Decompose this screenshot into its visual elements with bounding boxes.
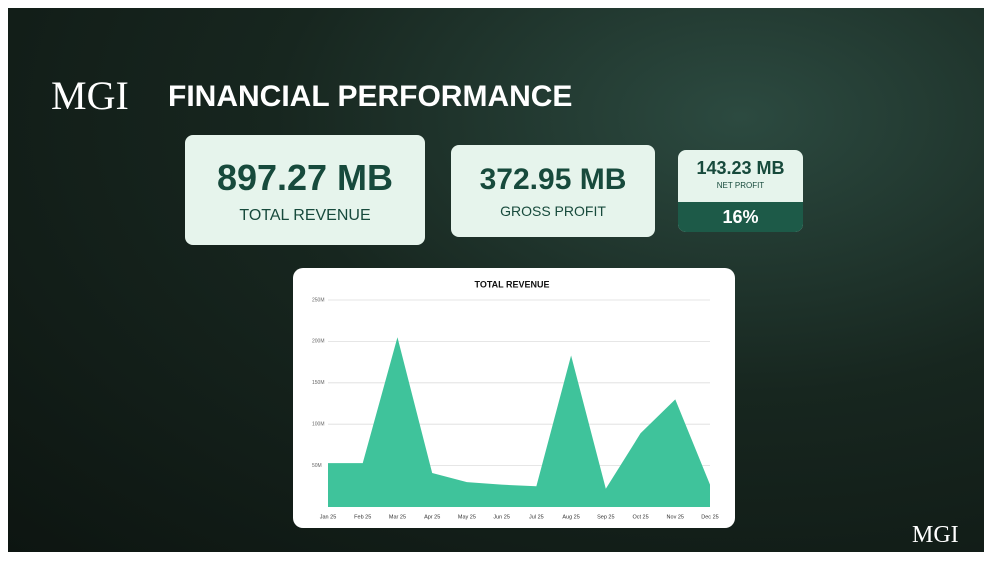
kpi-margin: 16%: [678, 202, 803, 232]
y-tick-label: 150M: [312, 380, 325, 386]
kpi-value: 143.23 MB: [696, 158, 785, 178]
kpi-value: 372.95 MB: [479, 163, 627, 196]
x-tick-label: Sep 25: [597, 514, 614, 520]
x-tick-label: Dec 25: [701, 514, 718, 520]
x-tick-label: Jun 25: [493, 514, 510, 520]
y-tick-label: 50M: [312, 463, 322, 469]
x-tick-label: Nov 25: [667, 514, 684, 520]
kpi-card: 372.95 MB GROSS PROFIT: [451, 145, 655, 237]
x-tick-label: Jan 25: [320, 514, 337, 520]
y-tick-label: 250M: [312, 297, 325, 303]
x-tick-label: Oct 25: [632, 514, 648, 520]
kpi-label: TOTAL REVENUE: [239, 207, 371, 224]
kpi-label: GROSS PROFIT: [500, 203, 606, 219]
kpi-label: NET PROFIT: [716, 181, 765, 190]
x-tick-label: Apr 25: [424, 514, 440, 520]
x-tick-label: May 25: [458, 514, 476, 520]
y-tick-label: 200M: [312, 339, 325, 345]
y-tick-label: 100M: [312, 422, 325, 428]
x-tick-label: Aug 25: [562, 514, 579, 520]
chart-title: TOTAL REVENUE: [474, 279, 549, 289]
kpi-card: 143.23 MB NET PROFIT 16%: [678, 150, 803, 232]
area: [328, 337, 710, 507]
x-tick-label: Mar 25: [389, 514, 406, 520]
page-title: FINANCIAL PERFORMANCE: [168, 80, 573, 113]
x-tick-label: Feb 25: [354, 514, 371, 520]
x-tick-label: Jul 25: [529, 514, 544, 520]
kpi-card: 897.27 MB TOTAL REVENUE: [185, 135, 425, 245]
logo: MGI: [912, 522, 959, 548]
logo: MGI: [51, 73, 129, 118]
kpi-value: 897.27 MB: [216, 157, 394, 198]
